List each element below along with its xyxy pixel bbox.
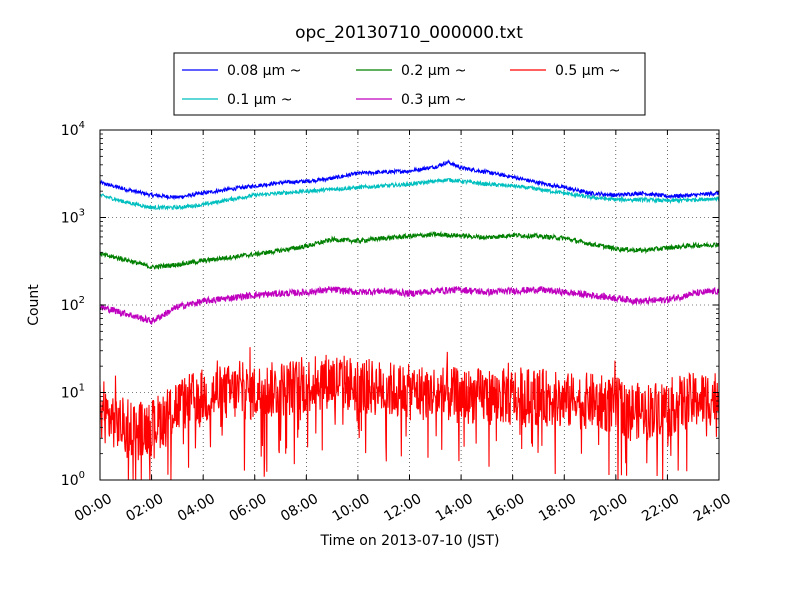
x-tick-label: 22:00 [639, 491, 682, 525]
legend-entry-label: 0.3 μm ~ [401, 92, 466, 108]
y-tick-label: 101 [61, 383, 85, 402]
y-tick-label: 100 [61, 470, 85, 489]
series-lines [99, 159, 720, 481]
ticks [99, 129, 720, 481]
legend-entry-label: 0.1 μm ~ [227, 92, 292, 108]
series-line [99, 285, 720, 325]
x-tick-label: 12:00 [381, 491, 424, 525]
series-line [99, 230, 720, 270]
legend: 0.08 μm ~ 0.1 μm ~ 0.2 μm ~ 0.3 μm ~ 0.5 μm … [173, 52, 646, 116]
x-tick-label: 06:00 [227, 491, 270, 525]
y-tick-label: 102 [61, 295, 85, 314]
x-tick-label: 14:00 [433, 491, 476, 525]
x-tick-label: 24:00 [691, 491, 734, 525]
x-tick-label: 04:00 [175, 491, 218, 525]
y-tick-labels: 100 101 102 103 104 [61, 120, 85, 489]
x-tick-label: 16:00 [485, 491, 528, 525]
x-tick-label: 20:00 [588, 491, 631, 525]
series-line [99, 347, 720, 481]
y-axis-label: Count [26, 284, 42, 326]
x-tick-labels: 00:00 02:00 04:00 06:00 08:00 10:00 12:00 14:00… [72, 491, 734, 525]
y-tick-label: 103 [61, 208, 85, 227]
chart-title: opc_20130710_000000.txt [295, 23, 523, 43]
x-axis-label: Time on 2013-07-10 (JST) [320, 533, 500, 549]
x-tick-label: 18:00 [536, 491, 579, 525]
series-line [99, 159, 720, 201]
legend-entry-label: 0.2 μm ~ [401, 63, 466, 79]
plot-area [99, 129, 720, 481]
legend-box [173, 52, 646, 116]
series-line [99, 177, 720, 211]
legend-entry-label: 0.08 μm ~ [227, 63, 301, 79]
x-tick-label: 08:00 [278, 491, 321, 525]
x-tick-label: 10:00 [330, 491, 373, 525]
legend-entry-label: 0.5 μm ~ [555, 63, 620, 79]
y-tick-label: 104 [61, 120, 85, 139]
x-tick-label: 02:00 [123, 491, 166, 525]
x-tick-label: 00:00 [72, 491, 115, 525]
